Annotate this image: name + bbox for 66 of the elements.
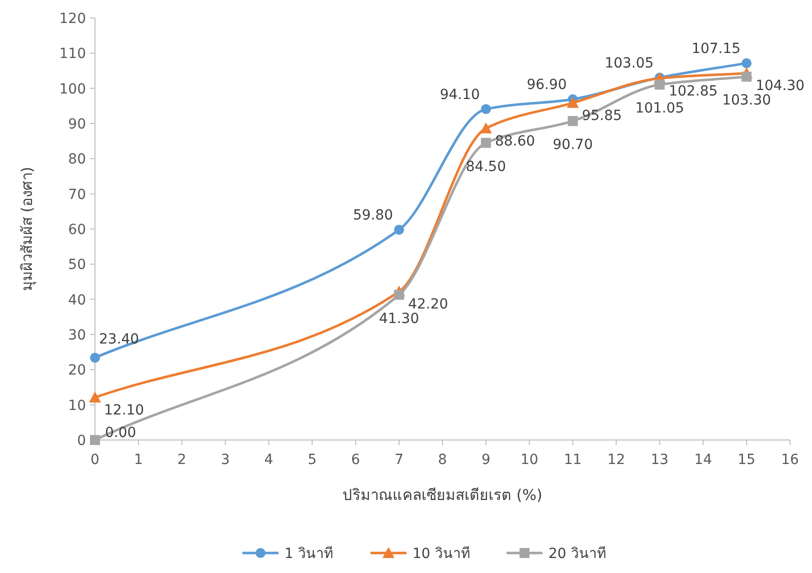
point: [480, 104, 491, 114]
x-tick-label: 8: [438, 452, 447, 468]
point: [742, 72, 752, 82]
data-label: 12.10: [104, 402, 144, 418]
y-tick-label: 10: [68, 398, 86, 414]
x-tick-label: 15: [738, 452, 756, 468]
x-tick-label: 10: [520, 452, 538, 468]
point: [89, 391, 101, 402]
y-tick-label: 50: [68, 257, 86, 274]
y-tick-label: 90: [68, 116, 86, 132]
y-tick-label: 0: [77, 433, 86, 449]
point: [566, 96, 579, 108]
point: [90, 352, 100, 363]
x-tick-label: 0: [90, 452, 100, 468]
point: [394, 224, 404, 235]
data-label: 102.85: [668, 83, 718, 100]
data-label: 42.20: [408, 296, 448, 313]
y-tick-label: 30: [68, 328, 86, 344]
y-tick-label: 120: [59, 11, 86, 27]
data-label: 104.30: [756, 78, 805, 94]
point: [394, 290, 404, 300]
data-label: 41.30: [379, 310, 420, 327]
point: [654, 80, 665, 90]
x-tick-label: 3: [220, 452, 230, 468]
x-tick-label: 13: [650, 452, 669, 468]
data-label: 88.60: [494, 133, 536, 150]
data-label: 23.40: [99, 332, 140, 348]
x-tick-label: 6: [351, 452, 360, 468]
y-tick-label: 70: [68, 186, 86, 203]
x-tick-label: 12: [607, 452, 626, 468]
x-axis-title: ปริมาณแคลเซียมสเตียเรต (%): [342, 486, 542, 504]
x-tick-label: 14: [694, 452, 712, 468]
data-label: 84.50: [466, 158, 506, 175]
y-tick-label: 100: [59, 81, 86, 98]
data-label: 103.30: [722, 92, 772, 109]
data-label: 95.85: [582, 108, 622, 124]
data-label: 90.70: [552, 137, 593, 154]
data-label: 96.90: [526, 77, 567, 94]
y-axis-title: มุมผิวสัมผัส (องศา): [18, 166, 37, 292]
x-tick-label: 4: [264, 452, 274, 468]
x-tick-label: 2: [177, 452, 186, 468]
legend-label: 20 วินาที: [548, 546, 606, 562]
y-tick-label: 40: [68, 292, 86, 308]
x-tick-label: 9: [481, 452, 490, 468]
x-tick-label: 5: [308, 452, 317, 468]
point: [90, 435, 100, 445]
data-label: 103.05: [604, 56, 654, 72]
point: [568, 116, 578, 126]
x-tick-label: 16: [781, 452, 799, 468]
y-tick-label: 60: [68, 222, 86, 238]
y-tick-label: 110: [59, 46, 86, 62]
legend-label: 1 วินาที: [284, 546, 333, 562]
x-tick-label: 1: [134, 452, 143, 468]
point: [480, 138, 491, 148]
data-label: 59.80: [352, 208, 394, 224]
data-label: 101.05: [635, 100, 684, 117]
x-tick-label: 7: [394, 452, 404, 468]
data-label: 0.00: [105, 425, 136, 441]
data-label: 107.15: [692, 41, 741, 58]
y-tick-label: 80: [68, 152, 86, 168]
legend-label: 10 วินาที: [412, 546, 470, 562]
x-tick-label: 11: [564, 452, 582, 468]
y-tick-label: 20: [68, 362, 86, 379]
data-label: 94.10: [440, 87, 480, 104]
point: [742, 58, 752, 68]
point: [480, 122, 492, 134]
